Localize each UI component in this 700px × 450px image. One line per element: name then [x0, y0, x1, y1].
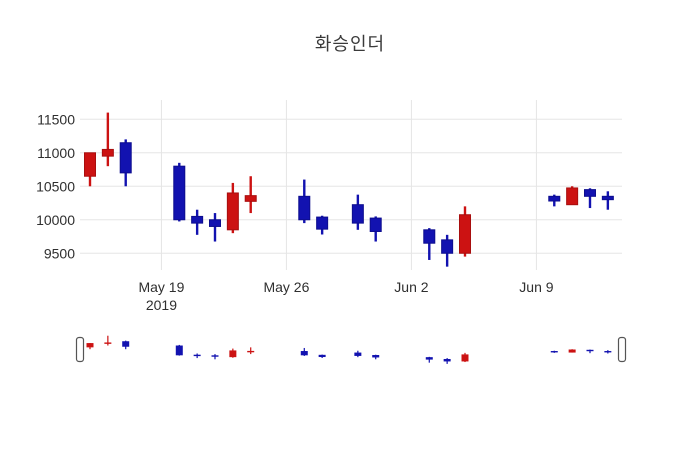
candle-may-17[interactable] [119, 139, 132, 187]
mini-candle-body [568, 349, 576, 353]
mini-candle-body [425, 357, 433, 360]
rangeslider-mini-candle [354, 350, 362, 358]
mini-candle-body [104, 342, 112, 344]
x-tick-label: May 19 [138, 279, 184, 295]
candle-may-28[interactable] [316, 215, 329, 235]
mini-candle-body [193, 354, 201, 357]
gridlines [80, 100, 622, 270]
rangeslider-mini-candle [550, 350, 558, 353]
candle-body [423, 229, 436, 244]
y-tick-label: 10500 [36, 178, 75, 194]
y-tick-label: 9500 [44, 245, 75, 261]
mini-candle-body [122, 341, 130, 347]
candle-body [566, 187, 579, 206]
candle-body [351, 204, 364, 224]
rangeslider-handle-left[interactable] [75, 336, 85, 363]
candle-may-16[interactable] [101, 112, 114, 167]
candle-may-20[interactable] [173, 162, 186, 222]
rangeslider-mini-candle [372, 354, 380, 360]
mini-candle-body [175, 345, 183, 356]
mini-candle-body [461, 354, 469, 362]
mini-candle-body [372, 355, 380, 358]
x-tick-label: May 26 [263, 279, 309, 295]
candle-body [583, 189, 596, 197]
rangeslider [75, 331, 627, 369]
candles-layer [84, 112, 614, 267]
rangeslider-mini-candle [318, 354, 326, 359]
candle-may-31[interactable] [369, 216, 382, 242]
x-tick-year-label: 2019 [146, 297, 177, 313]
rangeslider-mini-candle [211, 354, 219, 360]
candle-body [119, 142, 132, 174]
candle-jun-12[interactable] [583, 188, 596, 209]
rangeslider-mini-candle [193, 353, 201, 359]
y-tick-label: 11500 [37, 111, 75, 127]
y-tick-label: 11000 [37, 145, 75, 161]
rangeslider-mini-candle [104, 335, 112, 346]
rangeslider-mini-candle [247, 347, 255, 355]
candle-body [191, 215, 204, 224]
candle-body [226, 192, 239, 231]
rangeslider-mini-candle [86, 343, 94, 350]
candle-body [298, 195, 311, 221]
candle-body [244, 195, 257, 202]
mini-candle-body [211, 355, 219, 357]
mini-candle-body [550, 351, 558, 353]
candle-jun-13[interactable] [601, 191, 614, 210]
mini-candle-body [300, 351, 308, 356]
rangeslider-track[interactable] [80, 331, 622, 369]
rangeslider-mini-candle [175, 344, 183, 356]
y-tick-label: 10000 [36, 212, 75, 228]
candle-jun-10[interactable] [548, 194, 561, 207]
candle-body [173, 165, 186, 221]
candle-jun-5[interactable] [458, 206, 471, 257]
rangeslider-mini-candle [300, 347, 308, 356]
rangeslider-mini-candle [229, 348, 237, 358]
rangeslider-mini-candle [425, 356, 433, 363]
rangeslider-mini-candle [461, 352, 469, 363]
candle-body [548, 195, 561, 202]
candle-body [208, 219, 221, 227]
rangeslider-mini-candle [122, 340, 130, 350]
candle-body [316, 216, 329, 230]
candle-may-22[interactable] [208, 213, 221, 242]
rangeslider-mini-candle [586, 349, 594, 354]
chart-title: 화승인더 [314, 34, 386, 54]
candle-body [441, 239, 454, 254]
x-tick-label: Jun 2 [394, 279, 428, 295]
plot-area[interactable] [80, 100, 622, 270]
candle-may-30[interactable] [351, 194, 364, 230]
candle-jun-11[interactable] [566, 186, 579, 206]
candle-body [369, 217, 382, 232]
x-axis-tick-labels: May 19 2019 May 26 Jun 2 Jun 9 [138, 279, 553, 313]
rangeslider-mini-candle [568, 349, 576, 353]
candle-may-21[interactable] [191, 209, 204, 235]
candle-may-23[interactable] [226, 182, 239, 234]
mini-candle-body [443, 358, 451, 362]
y-axis-tick-labels: 9500 10000 10500 11000 11500 [36, 111, 75, 261]
candle-may-15[interactable] [84, 152, 96, 187]
mini-candle-body [354, 352, 362, 356]
candle-body [84, 152, 96, 177]
mini-candle-body [86, 343, 94, 348]
candle-body [458, 214, 471, 254]
candle-jun-3[interactable] [423, 228, 436, 260]
rangeslider-mini-candle [604, 350, 612, 354]
candle-may-27[interactable] [298, 179, 311, 224]
x-tick-label: Jun 9 [519, 279, 553, 295]
mini-candle-body [604, 351, 612, 353]
rangeslider-handle-right[interactable] [617, 336, 627, 363]
mini-candle-body [318, 354, 326, 358]
rangeslider-mini-candle [443, 358, 451, 364]
mini-candle-body [247, 350, 255, 353]
candle-jun-4[interactable] [441, 234, 454, 267]
candle-body [101, 148, 114, 157]
candle-body [601, 195, 614, 201]
mini-candle-body [229, 350, 237, 358]
mini-candle-body [586, 349, 594, 352]
candle-may-24[interactable] [244, 176, 257, 214]
